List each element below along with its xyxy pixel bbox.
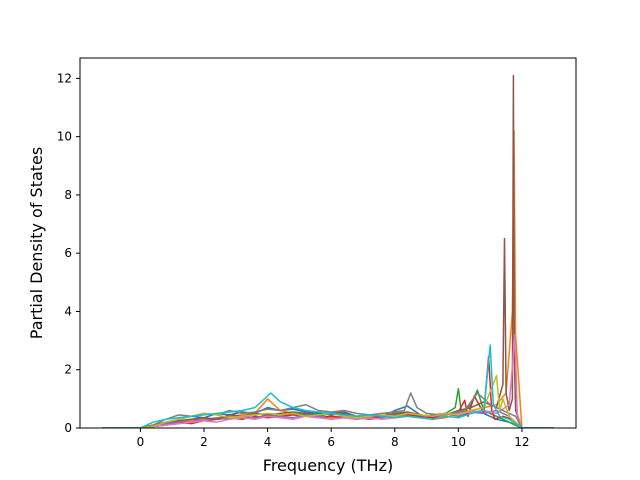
x-tick-label: 4	[264, 435, 272, 449]
x-axis-label: Frequency (THz)	[263, 456, 393, 475]
x-tick-label: 10	[451, 435, 466, 449]
series-line-9	[102, 374, 554, 428]
y-tick-label: 10	[57, 130, 72, 144]
y-tick-label: 2	[64, 363, 72, 377]
y-tick-label: 8	[64, 188, 72, 202]
plot-area-frame	[79, 57, 577, 429]
x-axis: 0 2 4 6 8 10 12	[137, 428, 530, 449]
series-layer	[102, 74, 554, 428]
x-tick-label: 2	[200, 435, 208, 449]
x-tick-label: 6	[327, 435, 335, 449]
x-tick-label: 12	[514, 435, 529, 449]
y-tick-label: 12	[57, 71, 72, 85]
x-tick-label: 8	[391, 435, 399, 449]
y-axis-label: Partial Density of States	[27, 147, 46, 339]
y-tick-label: 0	[64, 421, 72, 435]
y-axis: 0 2 4 6 8 10 12	[57, 71, 80, 435]
series-line-7	[102, 334, 554, 428]
x-tick-label: 0	[137, 435, 145, 449]
y-tick-label: 6	[64, 246, 72, 260]
series-line-10	[102, 344, 554, 428]
y-tick-label: 4	[64, 304, 72, 318]
